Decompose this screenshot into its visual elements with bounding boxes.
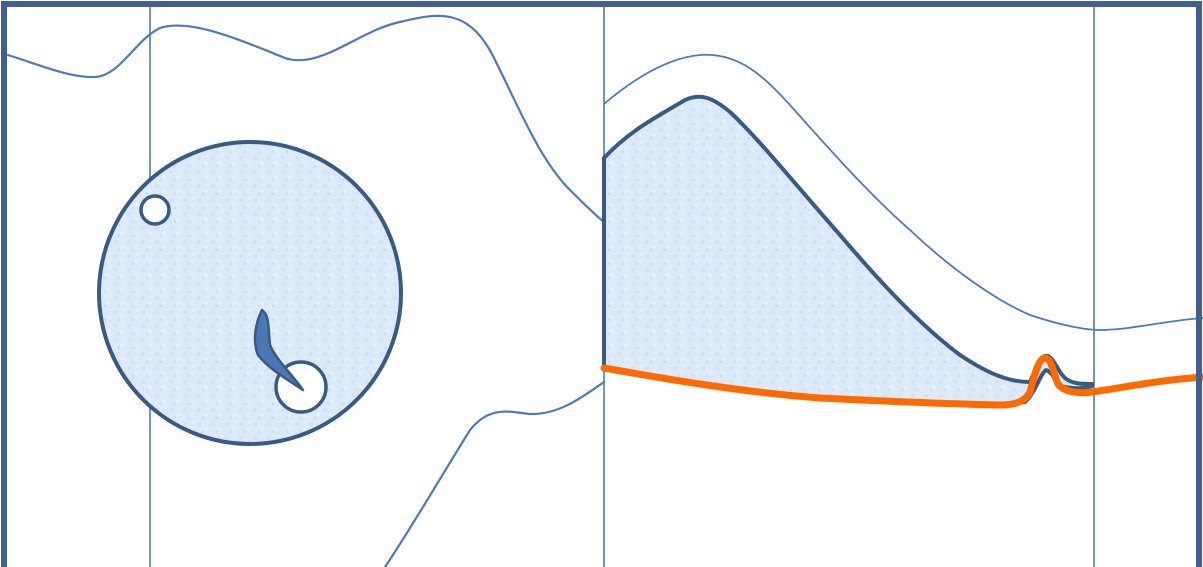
filled-region bbox=[602, 94, 1094, 406]
lower-contour-left bbox=[383, 380, 606, 567]
marker-shape bbox=[253, 308, 305, 392]
large-circle bbox=[97, 140, 403, 446]
small-circle-top bbox=[139, 194, 171, 226]
upper-contour-right bbox=[603, 53, 1203, 331]
orange-boundary-line bbox=[600, 354, 1203, 409]
upper-contour-left bbox=[6, 14, 606, 224]
